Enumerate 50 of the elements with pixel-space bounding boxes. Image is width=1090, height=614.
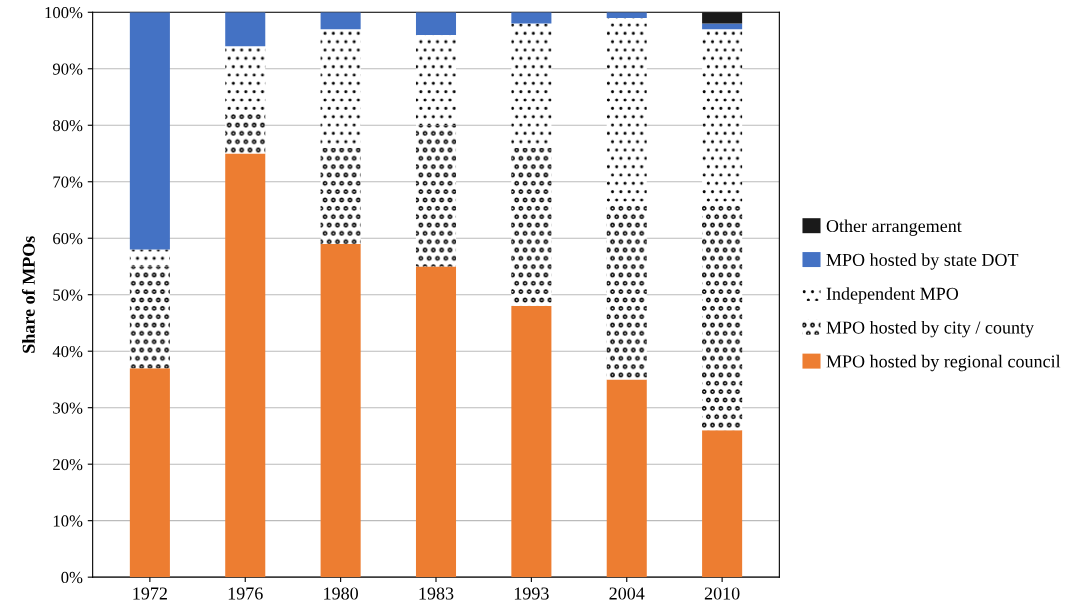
bar [415,34,457,126]
bar [511,23,552,148]
x-tick-label: 1993 [514,587,549,600]
legend-label: Other arrangement [826,219,962,236]
legend-label: MPO hosted by city / county [826,320,1034,338]
bar [320,29,361,148]
bar [702,204,743,431]
bar [702,430,743,578]
x-tick-label: 2010 [704,587,740,600]
bar [129,368,170,578]
legend-label: MPO hosted by regional council [826,354,1061,372]
bar [511,12,552,24]
bar [225,153,266,578]
legend-label: MPO hosted by state DOT [826,253,1019,270]
x-tick-label: 1980 [324,587,358,600]
y-tick-label: 90% [52,63,83,75]
y-tick-label: 30% [53,402,83,414]
bar [225,12,266,47]
bar [702,29,743,205]
y-axis-title: Share of MPOs [21,236,35,353]
legend-label: Independent MPO [826,287,959,304]
y-tick-label: 100% [45,6,83,19]
bar [129,249,170,267]
x-tick-label: 1972 [133,587,167,600]
bar [415,125,457,267]
y-tick-label: 60% [53,232,83,245]
y-tick-label: 0% [61,571,83,584]
bar [225,113,266,154]
bar [702,12,743,24]
bar [511,306,552,578]
y-tick-label: 50% [53,289,83,301]
bar [415,12,457,35]
bar [129,266,170,369]
x-tick-label: 1976 [228,587,263,600]
bar [320,12,361,30]
bar [320,243,361,578]
x-tick-label: 1983 [419,587,454,600]
bar [129,12,170,250]
bar [511,147,552,307]
x-tick-label: 2004 [609,587,645,600]
bar [606,204,647,380]
bar [606,379,647,578]
bar [320,147,361,244]
y-tick-label: 10% [53,515,83,527]
y-tick-label: 70% [53,176,83,188]
y-tick-label: 20% [53,458,83,471]
bar [415,266,457,578]
y-tick-label: 40% [52,345,83,358]
bar [606,17,647,205]
y-tick-label: 80% [53,119,83,132]
